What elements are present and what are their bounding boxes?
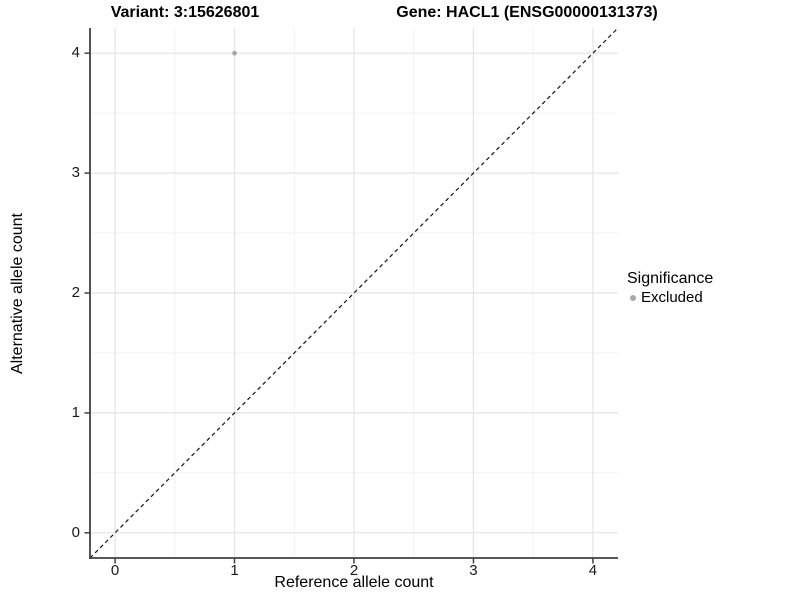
x-tick-label: 0	[110, 562, 120, 579]
x-axis-title: Reference allele count	[274, 574, 434, 591]
legend: Significance Excluded	[627, 270, 713, 306]
legend-item-excluded: Excluded	[627, 289, 713, 306]
data-point	[232, 50, 237, 56]
x-tick-label: 1	[230, 562, 239, 579]
y-tick-label: 4	[71, 44, 80, 62]
x-tick-label: 2	[349, 562, 359, 579]
y-tick-label: 0	[71, 523, 80, 541]
legend-point-icon	[630, 294, 636, 301]
y-tick-label: 3	[71, 164, 80, 182]
y-tick-label: 1	[71, 403, 80, 421]
legend-item-label: Excluded	[641, 289, 703, 306]
x-tick-label: 3	[469, 562, 478, 579]
x-tick-label: 4	[588, 562, 598, 579]
gene-title: Gene: HACL1 (ENSG00000131373)	[396, 4, 658, 21]
identity-dashed-line	[89, 27, 619, 559]
legend-title: Significance	[627, 270, 714, 287]
y-tick-label: 2	[71, 284, 80, 301]
variant-title: Variant: 3:15626801	[110, 4, 260, 21]
y-axis-title: Alternative allele count	[9, 212, 26, 374]
